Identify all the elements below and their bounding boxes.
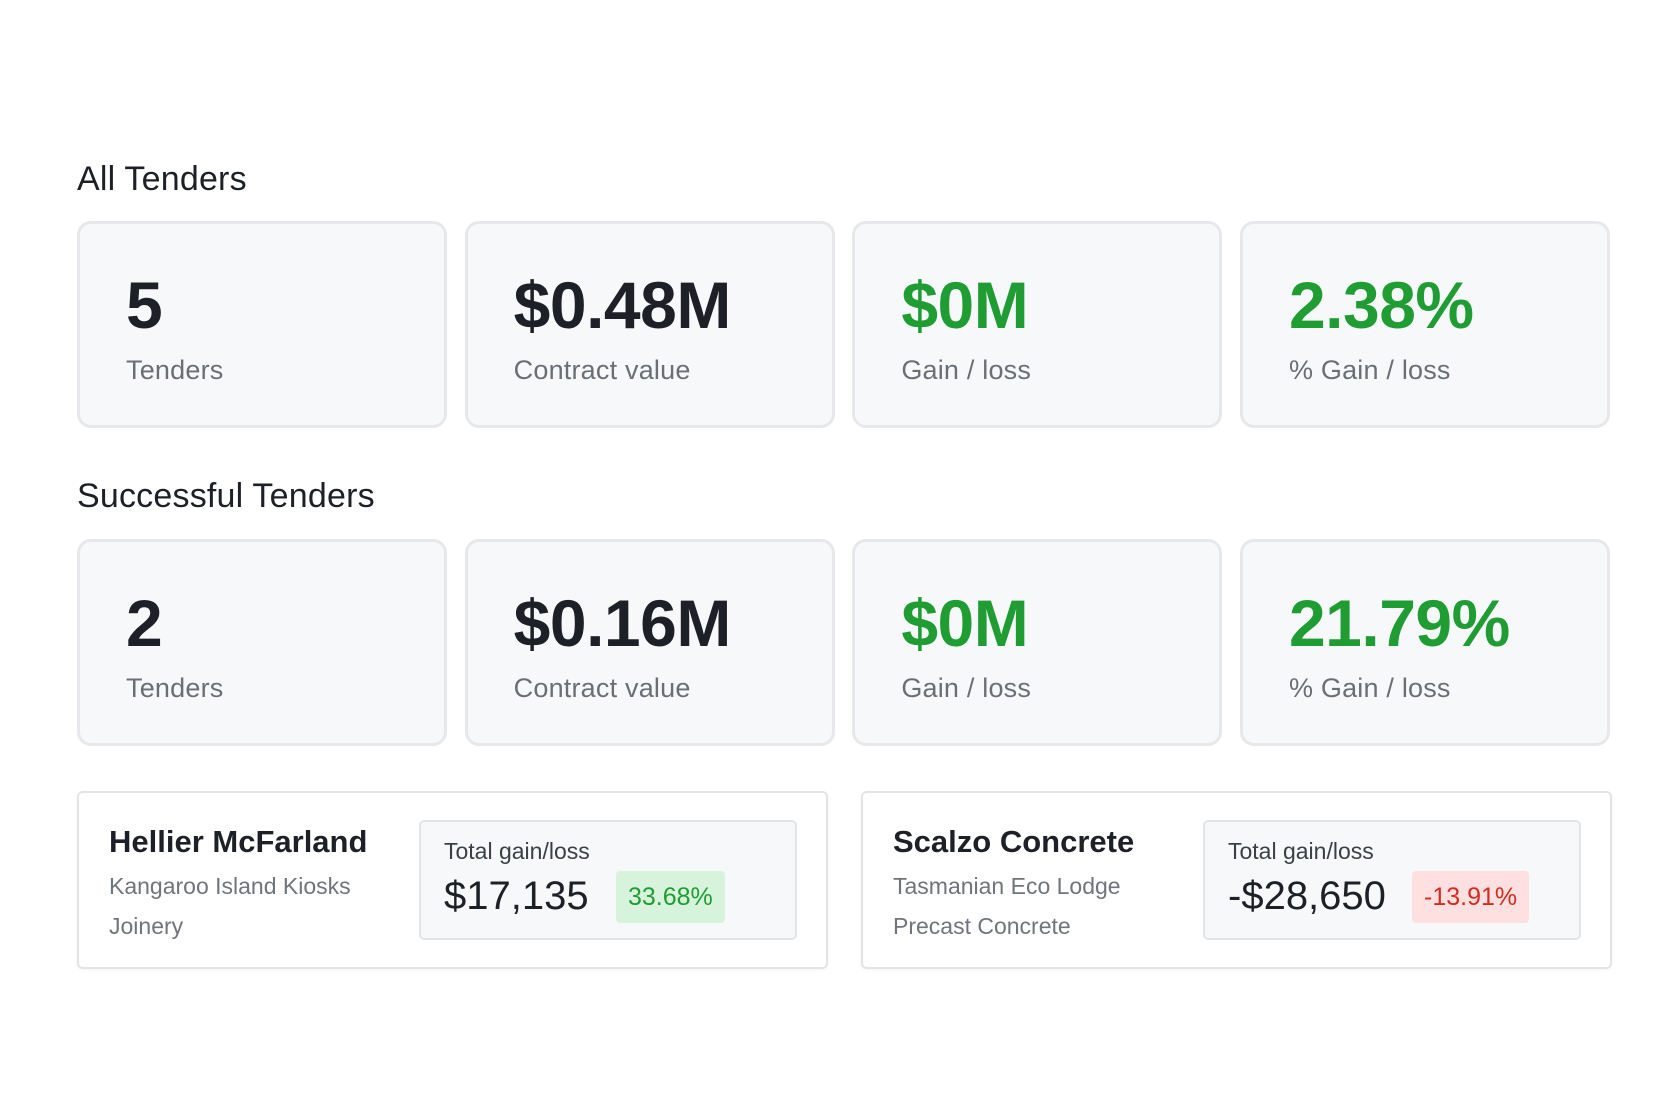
total-gain-loss-box: Total gain/loss -$28,650 -13.91% [1203, 820, 1581, 940]
stat-value: 5 [126, 268, 163, 342]
stat-label: Tenders [126, 355, 224, 385]
stat-card-tenders-count: 5 Tenders [77, 221, 447, 428]
stat-value: 2 [126, 586, 163, 660]
stats-row-all-tenders: 5 Tenders $0.48M Contract value $0M Gain… [77, 221, 1610, 428]
gain-label: Total gain/loss [444, 838, 590, 864]
gain-percent-badge: 33.68% [616, 871, 725, 923]
tender-detail-card[interactable]: Hellier McFarland Kangaroo Island Kiosks… [77, 791, 828, 969]
stat-label: % Gain / loss [1288, 355, 1451, 385]
gain-amount: $17,135 [444, 874, 589, 918]
stat-label: Contract value [513, 673, 691, 703]
stat-value: $0M [901, 586, 1029, 660]
stat-card-gain-loss: $0M Gain / loss [852, 539, 1223, 746]
subcontractor-name: Hellier McFarland [109, 824, 368, 859]
project-name: Kangaroo Island Kiosks [109, 873, 351, 899]
stat-label: Contract value [513, 355, 691, 385]
stat-value: $0.16M [513, 586, 732, 660]
stat-label: % Gain / loss [1288, 673, 1451, 703]
stat-label: Gain / loss [901, 355, 1032, 385]
gain-label: Total gain/loss [1228, 838, 1374, 864]
project-name: Tasmanian Eco Lodge [893, 873, 1121, 899]
stat-value: 21.79% [1288, 586, 1510, 660]
subcontractor-name: Scalzo Concrete [893, 824, 1135, 859]
total-gain-loss-box: Total gain/loss $17,135 33.68% [419, 820, 797, 940]
stat-card-contract-value: $0.48M Contract value [464, 221, 835, 428]
stat-card-percent-gain-loss: 2.38% % Gain / loss [1239, 221, 1610, 428]
stat-value: $0M [901, 268, 1029, 342]
stat-card-tenders-count: 2 Tenders [77, 539, 447, 746]
stat-label: Gain / loss [901, 673, 1032, 703]
stat-value: $0.48M [513, 268, 732, 342]
section-title-all-tenders: All Tenders [77, 160, 247, 198]
stat-card-contract-value: $0.16M Contract value [464, 539, 835, 746]
gain-amount: -$28,650 [1228, 874, 1386, 918]
section-title-successful-tenders: Successful Tenders [77, 477, 375, 515]
tender-detail-card[interactable]: Scalzo Concrete Tasmanian Eco Lodge Prec… [861, 791, 1612, 969]
loss-percent-badge: -13.91% [1412, 871, 1530, 923]
stat-card-percent-gain-loss: 21.79% % Gain / loss [1239, 539, 1610, 746]
stats-row-successful-tenders: 2 Tenders $0.16M Contract value $0M Gain… [77, 539, 1610, 746]
stat-label: Tenders [126, 673, 224, 703]
stat-value: 2.38% [1288, 268, 1474, 342]
trade-name: Joinery [109, 913, 184, 939]
stat-card-gain-loss: $0M Gain / loss [852, 221, 1223, 428]
trade-name: Precast Concrete [893, 913, 1071, 939]
